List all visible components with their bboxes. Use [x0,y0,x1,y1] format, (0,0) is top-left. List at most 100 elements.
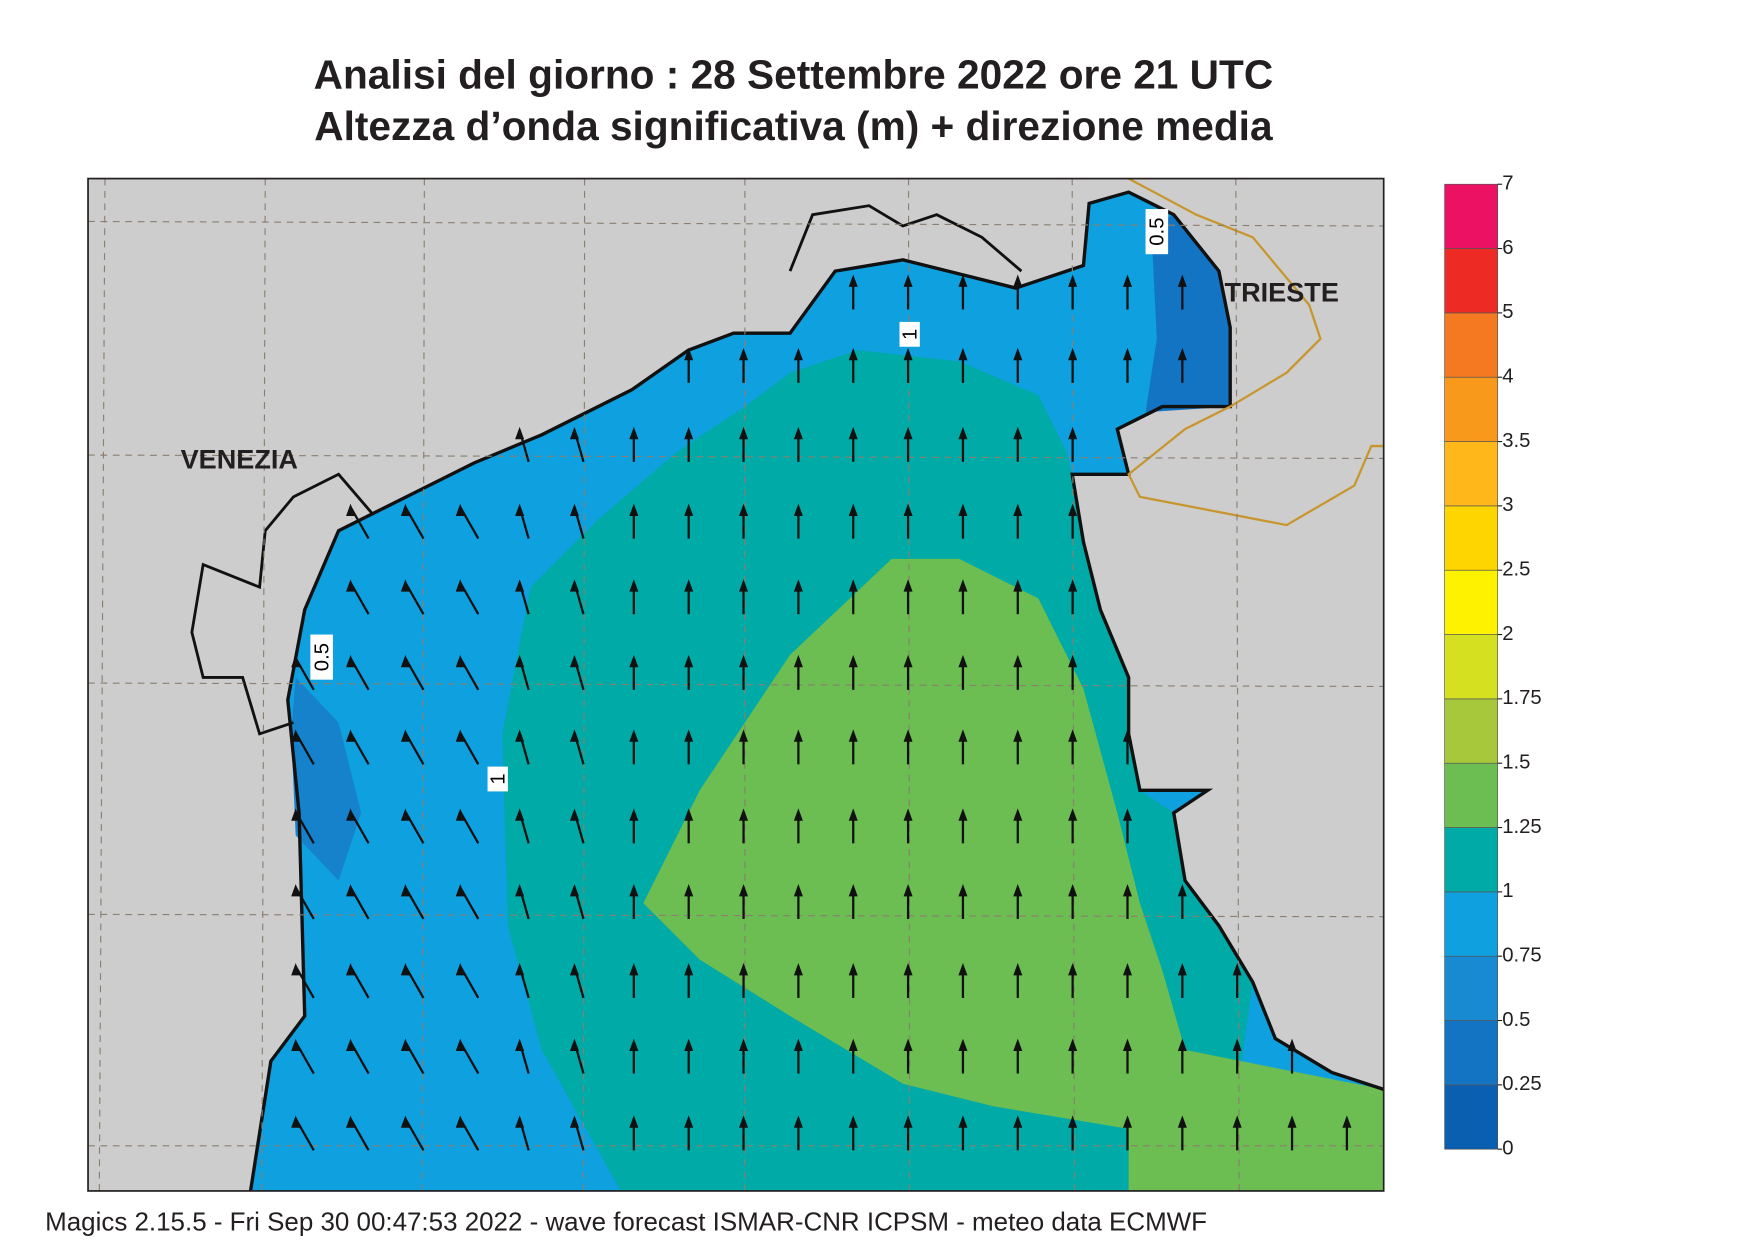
contour-label: 1 [487,773,509,784]
arrow-head [1122,274,1133,287]
arrow-head [684,808,694,821]
arrow-head [958,274,968,287]
arrow-head [569,1038,579,1052]
arrow-head [1342,1115,1352,1128]
arrow-head [515,883,525,897]
arrow-head [455,808,465,821]
arrow-head [903,347,913,361]
colorbar-label: 0.25 [1502,1073,1542,1095]
arrow-head [1013,426,1023,440]
arrow-head [1287,1115,1297,1128]
arrow-head [291,654,301,668]
arrow-head [291,729,301,742]
arrow-head [903,1038,913,1052]
arrow-head [903,883,913,897]
arrow-head [958,1115,968,1128]
arrow-head [848,579,858,592]
arrow-head [739,347,749,361]
colorbar-swatch [1444,376,1499,442]
arrow-head [793,579,803,592]
arrow-head [515,962,525,976]
arrow-head [958,426,968,440]
colorbar-swatch [1444,891,1499,957]
colorbar-swatch [1444,1020,1499,1086]
arrow-head [1122,729,1133,742]
arrow-head [848,1115,858,1128]
arrow-head [958,579,968,592]
arrow-head [1068,654,1078,668]
arrow-head [958,962,968,976]
arrow-head [1122,347,1133,361]
arrow-head [569,1115,579,1128]
colorbar-label: 1.75 [1502,687,1542,709]
arrow-head [1177,347,1187,361]
lagoon-shore [190,472,374,736]
arrow-head [793,1038,803,1052]
arrow-head [346,654,356,668]
arrow-head [793,654,803,668]
contour-label: 0.5 [311,643,333,671]
arrow-head [569,654,579,668]
arrow-head [1177,274,1187,287]
arrow-head [739,808,749,821]
arrow-head [515,1115,525,1128]
arrow-head [739,654,749,668]
arrow-head [1013,883,1023,897]
arrow-head [793,426,803,440]
arrow-head [739,729,749,742]
arrow-head [1068,579,1078,592]
arrow-head [1177,962,1187,976]
arrow-head [515,808,525,821]
lagoon-shore [788,204,1023,273]
arrow-head [848,962,858,976]
map: VENEZIA TRIESTE 0.5 1 1 0.5 [87,177,1385,1192]
colorbar: 0 0.25 0.5 0.75 1 1.25 1.5 1.75 2 2.5 3 3.5 4 5 6 7 [1444,173,1542,1160]
arrow-head [629,1038,639,1052]
arrow-head [848,808,858,821]
arrow-head [1013,579,1023,592]
arrow-head [848,274,858,287]
arrow-head [1013,1038,1023,1052]
shallow-zone [1145,214,1231,413]
arrow-head [903,274,913,287]
arrow-head [455,579,465,592]
arrow-head [1068,962,1078,976]
city-label: VENEZIA [181,444,298,475]
arrow-head [739,579,749,592]
arrow-head [291,808,301,821]
arrow-head [515,1038,525,1052]
arrow-head [958,808,968,821]
arrow-head [400,729,410,742]
arrow-head [1122,1038,1133,1052]
arrow-head [515,426,525,440]
title-line: Altezza d’onda significativa (m) + direz… [314,103,1273,149]
contour-label-box: 0.5 [310,634,333,680]
colorbar-swatch [1444,827,1499,893]
title-line: Analisi del giorno : 28 Settembre 2022 o… [314,51,1274,97]
colorbar-label: 4 [1502,366,1513,388]
arrow-head [400,808,410,821]
arrow-head [1122,883,1133,897]
footer: Magics 2.15.5 - Fri Sep 30 00:47:53 2022… [45,1208,1207,1236]
arrow-head [291,883,301,897]
arrow-head [684,883,694,897]
arrow-head [455,729,465,742]
contour-label: 1 [899,329,921,340]
arrow-head [1122,962,1133,976]
arrow-head [739,426,749,440]
arrow-head [455,883,465,897]
arrow-head [739,883,749,897]
border [1127,177,1384,527]
contour-label-box: 1 [899,321,921,347]
arrow-head [1068,729,1078,742]
arrow-head [629,426,639,440]
arrow-head [1013,808,1023,821]
arrow-head [684,503,694,517]
arrow-head [569,503,579,517]
arrow-head [739,962,749,976]
colorbar-label: 0 [1502,1138,1513,1160]
map-frame [87,177,1385,1192]
colorbar-label: 6 [1502,237,1513,259]
arrow-head [515,579,525,592]
colorbar-swatch [1444,312,1499,378]
